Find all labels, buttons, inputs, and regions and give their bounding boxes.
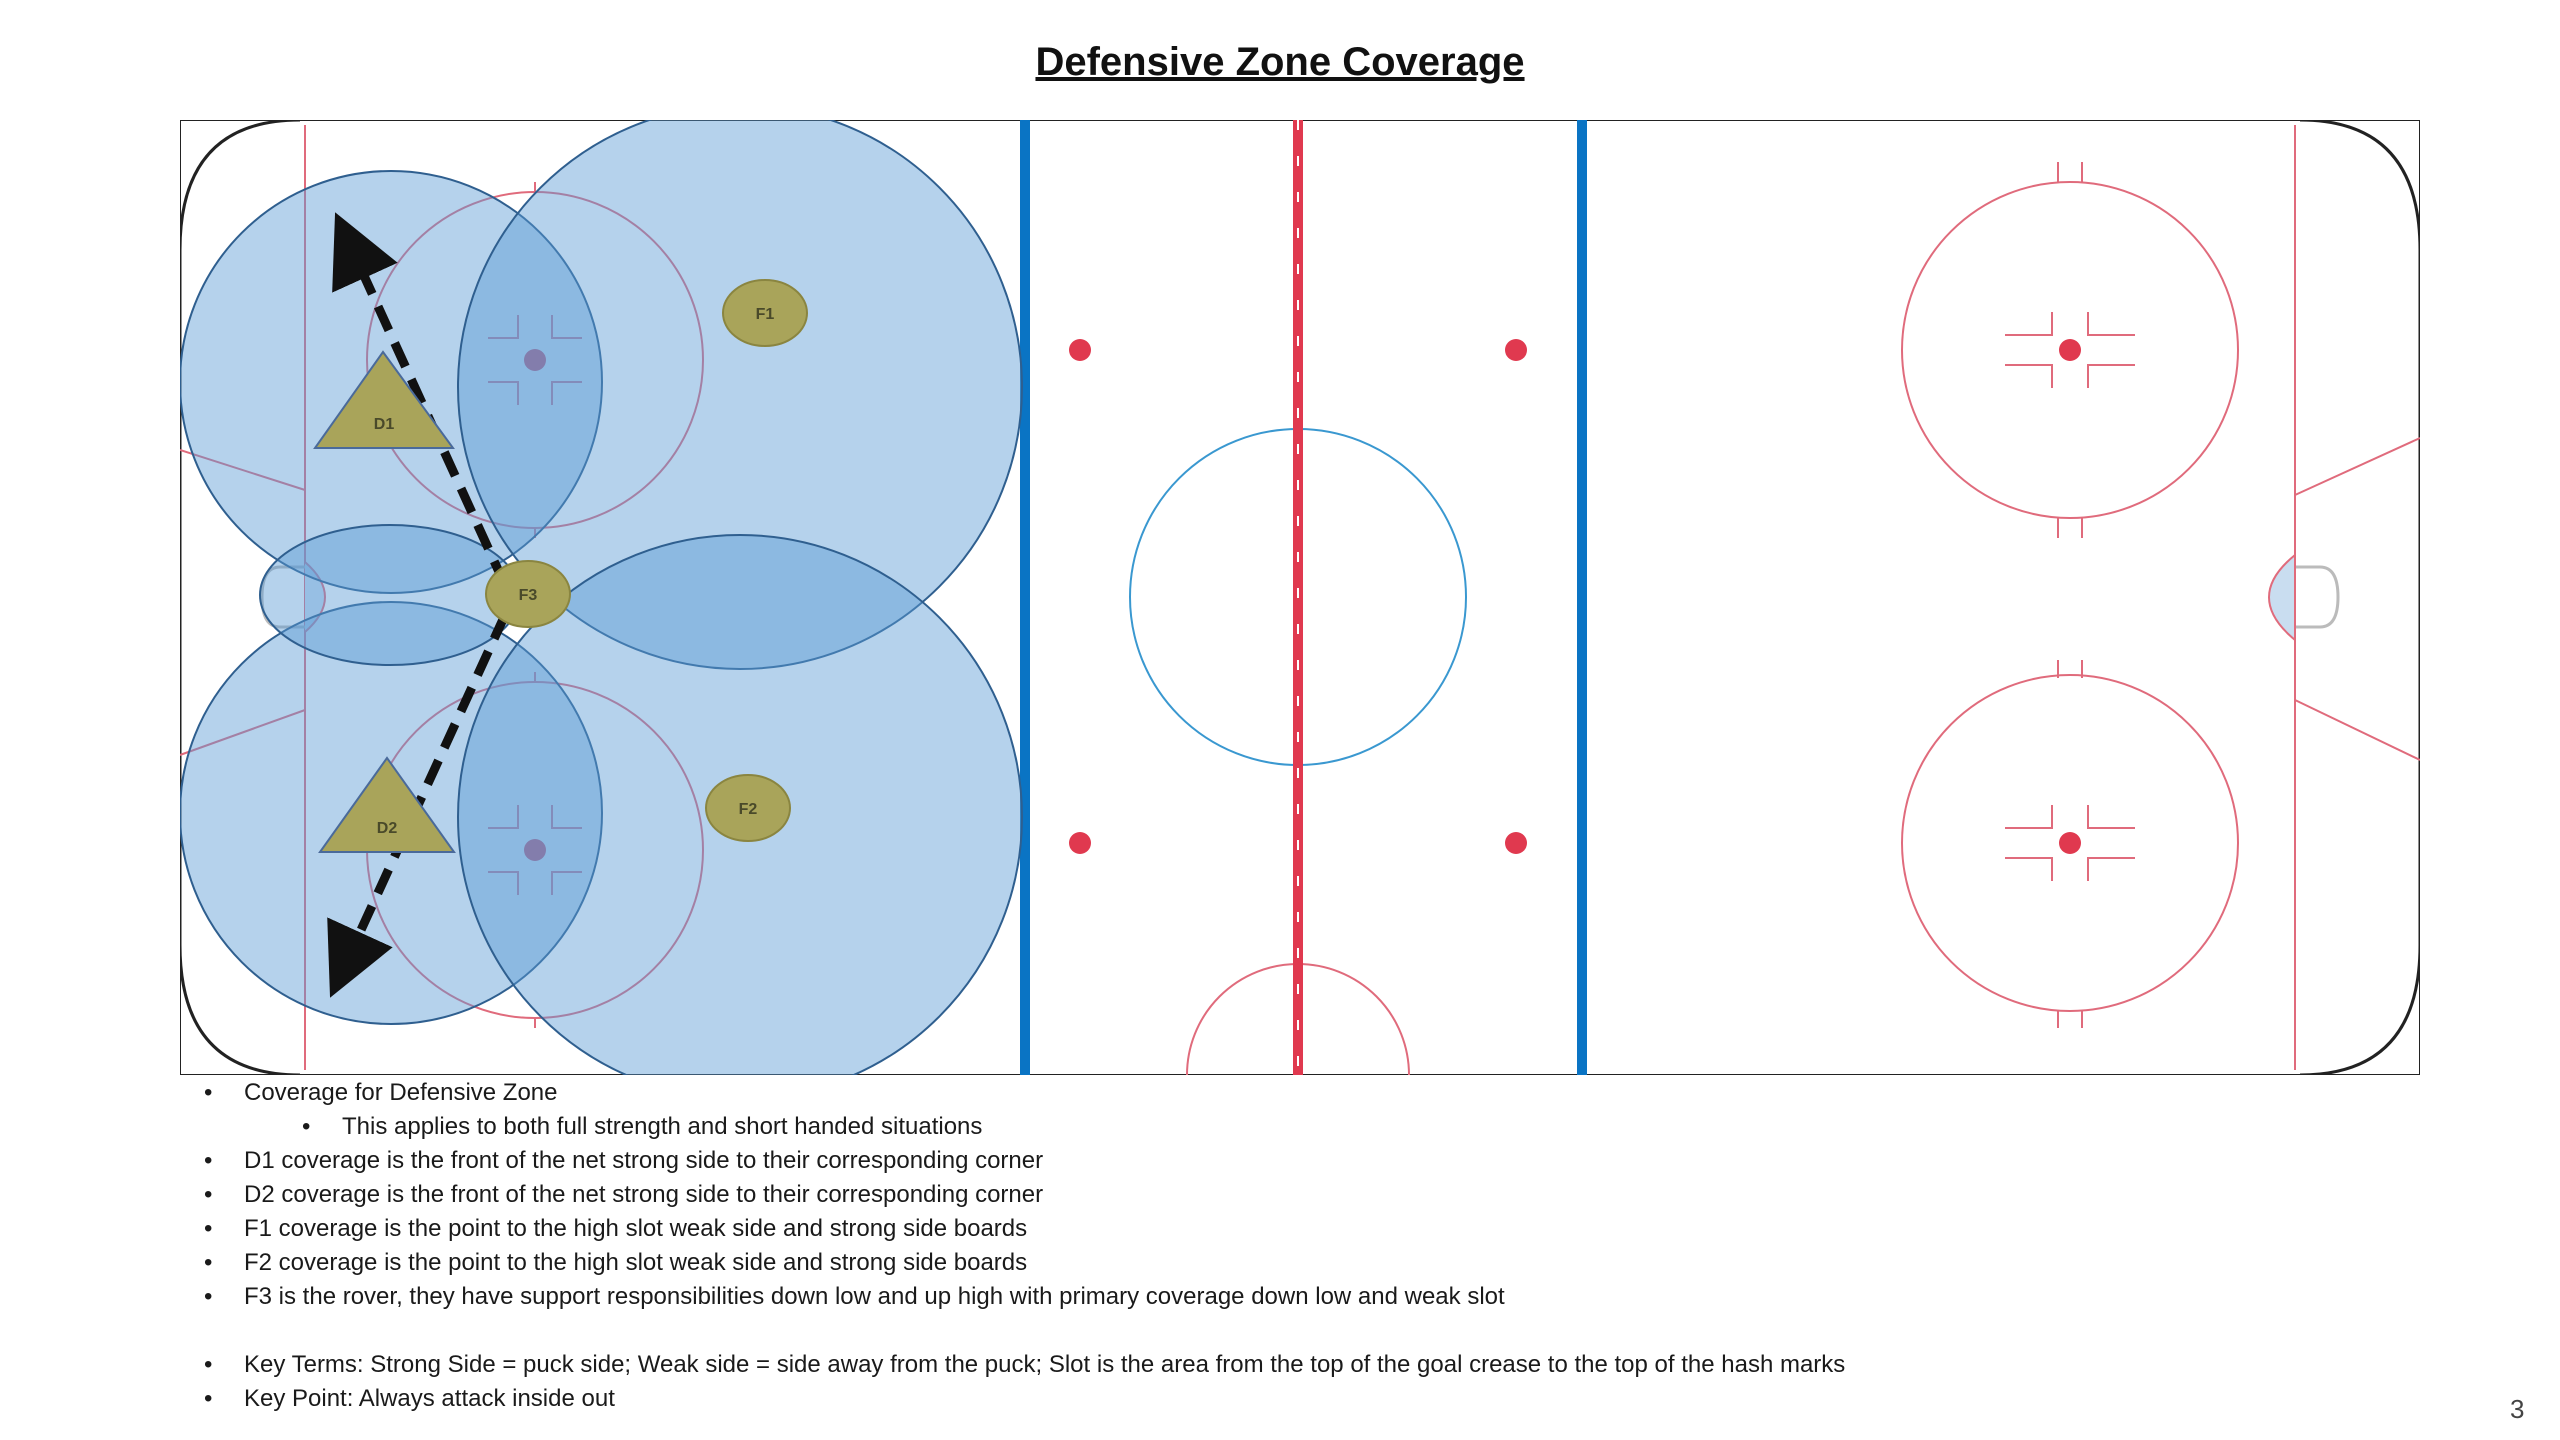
rink-diagram: D1 D2 F1 F2 F3 <box>180 120 2420 1075</box>
note-item: D2 coverage is the front of the net stro… <box>200 1178 2400 1212</box>
right-corner-boards <box>2299 120 2420 1075</box>
note-item: This applies to both full strength and s… <box>200 1110 2400 1144</box>
player-d2: D2 <box>318 756 456 853</box>
note-item: Key Terms: Strong Side = puck side; Weak… <box>200 1348 2400 1382</box>
f3-coverage-zone-left <box>259 524 521 666</box>
player-f2-label: F2 <box>739 801 758 818</box>
right-faceoff-circle-top <box>1901 162 2239 538</box>
note-item: F1 coverage is the point to the high slo… <box>200 1212 2400 1246</box>
blue-line-left <box>1020 120 1030 1075</box>
right-net <box>2295 565 2340 629</box>
note-item: F2 coverage is the point to the high slo… <box>200 1246 2400 1280</box>
player-f3: F3 <box>485 560 571 628</box>
player-d1: D1 <box>313 350 455 449</box>
neutral-dot-bottom-left <box>1069 832 1091 854</box>
right-goal-crease <box>2268 552 2296 643</box>
d2-movement-arrow <box>327 613 510 998</box>
blue-line-right <box>1577 120 1587 1075</box>
page-number: 3 <box>2510 1394 2525 1424</box>
left-faceoff-dot-top <box>524 349 546 371</box>
f1-coverage-zone <box>457 120 1023 670</box>
coverage-notes-list: Coverage for Defensive ZoneThis applies … <box>200 1076 2400 1416</box>
player-f1: F1 <box>722 279 808 347</box>
note-item: D1 coverage is the front of the net stro… <box>200 1144 2400 1178</box>
right-faceoff-circle-bottom <box>1901 660 2239 1028</box>
right-faceoff-dot-top <box>2059 339 2081 361</box>
left-trapezoid <box>180 449 306 756</box>
movement-arrows <box>327 212 510 998</box>
right-trapezoid <box>2294 437 2420 761</box>
left-corner-boards <box>180 120 301 1075</box>
player-f2: F2 <box>705 774 791 842</box>
neutral-dot-top-left <box>1069 339 1091 361</box>
neutral-dot-bottom-right <box>1505 832 1527 854</box>
player-f1-label: F1 <box>756 306 775 323</box>
player-f3-label: F3 <box>519 587 538 604</box>
d1-movement-arrow <box>332 212 510 587</box>
player-d1-label: D1 <box>374 416 395 433</box>
slide-title: Defensive Zone Coverage <box>1035 40 1525 84</box>
right-faceoff-dot-bottom <box>2059 832 2081 854</box>
neutral-dot-top-right <box>1505 339 1527 361</box>
note-item: F3 is the rover, they have support respo… <box>200 1280 2400 1314</box>
player-d2-label: D2 <box>377 820 398 837</box>
left-faceoff-dot-bottom <box>524 839 546 861</box>
note-item: Key Point: Always attack inside out <box>200 1382 2400 1416</box>
note-item: Coverage for Defensive Zone <box>200 1076 2400 1110</box>
coverage-zones <box>180 120 1023 1075</box>
